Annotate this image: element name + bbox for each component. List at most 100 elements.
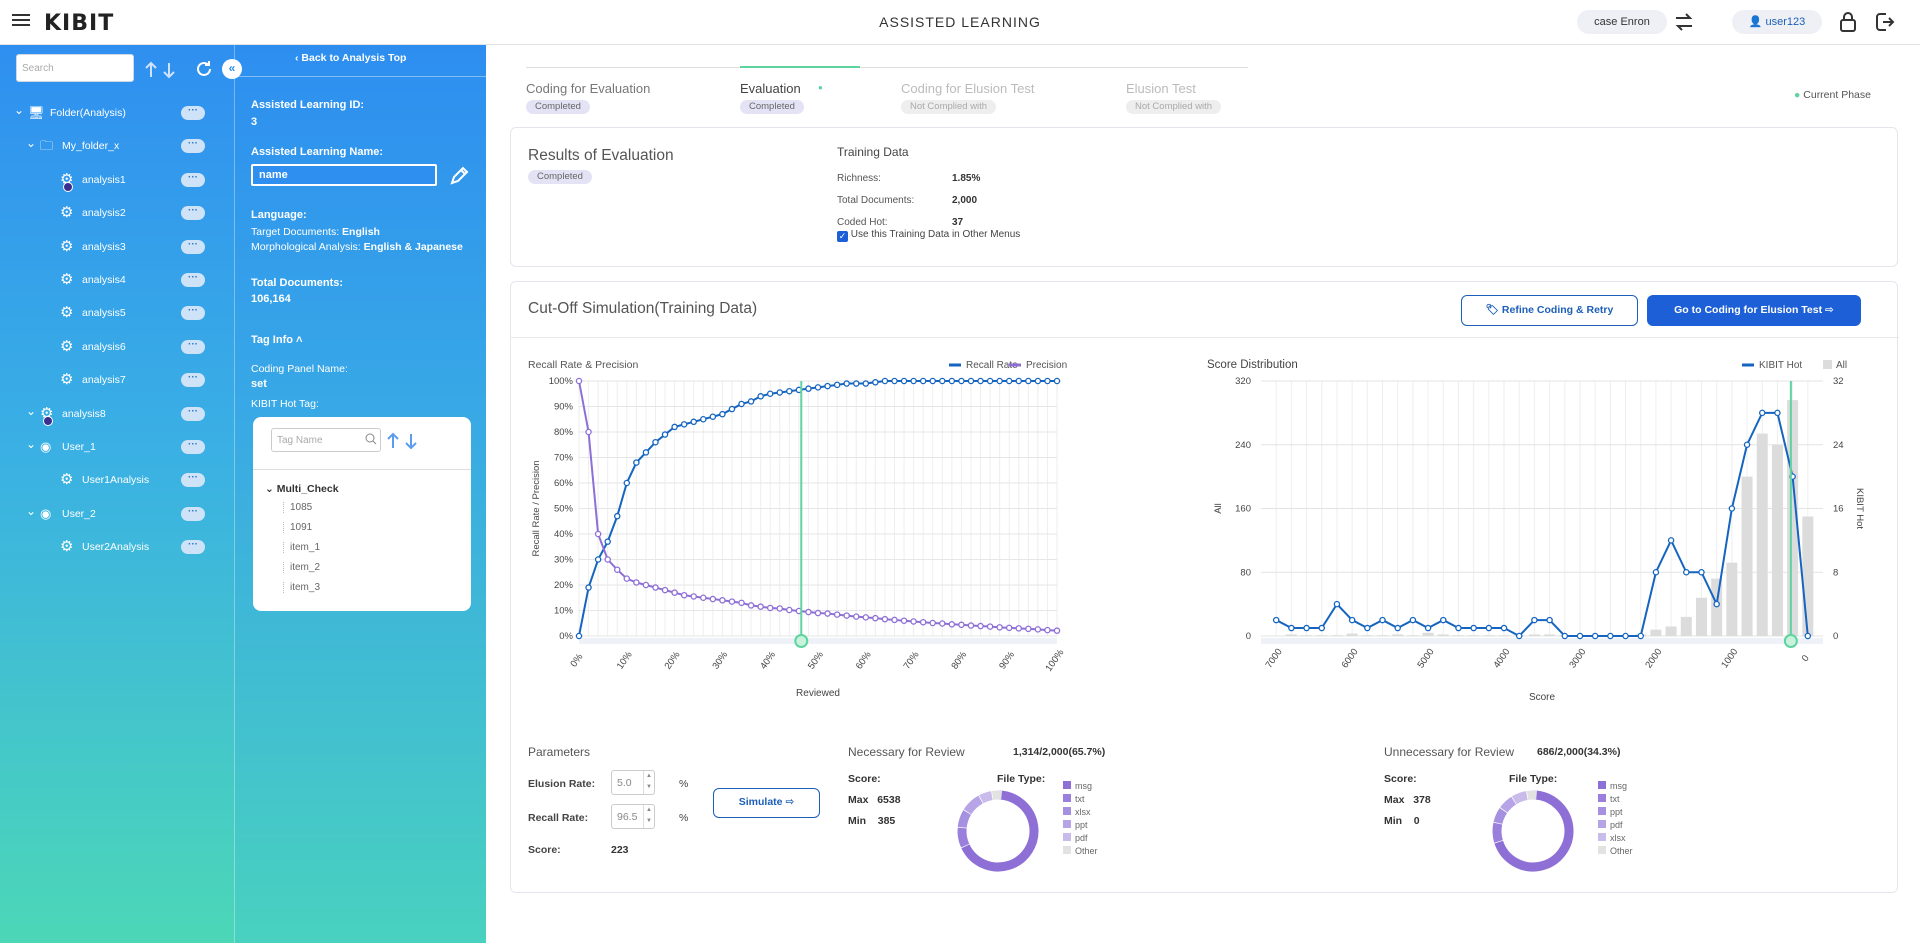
back-to-analysis-link[interactable]: ‹ Back to Analysis Top (295, 52, 406, 64)
hamburger-menu-icon[interactable] (12, 11, 30, 27)
coding-panel-value: set (251, 378, 267, 390)
refine-coding-button[interactable]: 🏷 Refine Coding & Retry (1461, 295, 1638, 326)
more-options-button[interactable]: ··· (181, 106, 205, 120)
user-menu[interactable]: 👤 user123 (1732, 10, 1822, 34)
go-to-elusion-coding-button[interactable]: Go to Coding for Elusion Test ⇨ (1647, 295, 1861, 326)
tree-node-label: My_folder_x (62, 140, 120, 153)
swap-icon[interactable] (1672, 10, 1696, 34)
user-icon: 👤 (1748, 16, 1766, 28)
chevron-down-icon[interactable]: ⌄ (26, 503, 37, 518)
more-options-button[interactable]: ··· (181, 139, 205, 154)
donut-slice[interactable] (961, 790, 1039, 872)
tree-node[interactable]: ⚙ analysis3 ··· (0, 235, 234, 259)
simulate-button[interactable]: Simulate ⇨ (713, 788, 820, 818)
tree-node[interactable]: ⌄ 🖥 Folder(Analysis) ··· (0, 101, 234, 125)
tag-search-input[interactable]: Tag Name (271, 428, 381, 452)
chevron-left-icon: ‹ (295, 52, 302, 64)
donut-slice[interactable] (957, 827, 970, 848)
more-options-button[interactable]: ··· (181, 540, 205, 555)
edit-pencil-icon[interactable] (449, 166, 469, 186)
legend-label[interactable]: Precision (1026, 360, 1067, 371)
donut-slice[interactable] (957, 810, 972, 828)
tag-item[interactable]: item_3 (283, 582, 320, 593)
tree-node[interactable]: ⌄ ◉ User_2 ··· (0, 502, 234, 526)
tree-node[interactable]: ⌄ ◉ User_1 ··· (0, 435, 234, 459)
more-options-button[interactable]: ··· (181, 306, 205, 321)
training-value: 37 (952, 217, 964, 228)
x-tick-label: 30% (710, 649, 730, 671)
tree-node[interactable]: ⌄ ⚙ analysis8 ··· (0, 402, 234, 426)
tree-node[interactable]: ⚙ analysis6 ··· (0, 335, 234, 359)
tag-item[interactable]: item_1 (283, 542, 320, 553)
tree-node[interactable]: ⌄ 🗀 My_folder_x ··· (0, 134, 234, 158)
tag-item[interactable]: 1091 (283, 522, 312, 533)
histogram-bar (1422, 632, 1434, 636)
tree-node[interactable]: ⚙ analysis4 ··· (0, 268, 234, 292)
legend-label[interactable]: Recall Rate (966, 360, 1018, 371)
use-training-data-checkbox[interactable]: ✓ Use this Training Data in Other Menus (837, 229, 1021, 242)
donut-slice[interactable] (979, 791, 993, 804)
legend-swatch (1598, 781, 1606, 789)
legend-label: pdf (1075, 833, 1088, 843)
phase-step[interactable]: Coding for Evaluation Completed (526, 81, 650, 114)
more-options-button[interactable]: ··· (181, 406, 205, 421)
tag-item[interactable]: item_2 (283, 562, 320, 573)
tag-group-multi-check[interactable]: ⌄ Multi_Check (265, 483, 339, 495)
tree-node[interactable]: ⚙ analysis1 ··· (0, 168, 234, 192)
tree-node[interactable]: ⚙ analysis5 ··· (0, 301, 234, 325)
x-tick-label: 3000 (1567, 647, 1588, 671)
phase-step[interactable]: Elusion Test Not Complied with (1126, 81, 1222, 114)
collapse-sidebar-button[interactable]: « (222, 59, 242, 79)
chevron-down-icon[interactable]: ⌄ (26, 437, 37, 451)
tree-node[interactable]: ⚙ User2Analysis ··· (0, 535, 234, 559)
zoom-slider-track[interactable] (579, 638, 1057, 644)
more-options-button[interactable]: ··· (181, 440, 205, 454)
more-options-button[interactable]: ··· (181, 239, 205, 254)
chevron-down-icon[interactable]: ⌄ (26, 136, 37, 151)
sidebar-search-input[interactable]: Search (16, 54, 134, 82)
donut-slice[interactable] (1493, 807, 1508, 825)
legend-label[interactable]: KIBIT Hot (1759, 360, 1802, 371)
tag-item[interactable]: 1085 (283, 502, 312, 513)
phase-step[interactable]: Coding for Elusion Test Not Complied with (901, 81, 1034, 114)
chevron-down-icon[interactable]: ⌄ (26, 403, 37, 418)
name-input[interactable] (251, 164, 437, 186)
recall-rate-input[interactable]: 96.5 ▲ ▼ (611, 804, 655, 829)
cutoff-handle[interactable] (794, 634, 809, 648)
tree-node[interactable]: ⚙ User1Analysis ··· (0, 468, 234, 492)
donut-slice[interactable] (1511, 791, 1528, 805)
y-tick-label: 50% (554, 504, 574, 515)
more-options-button[interactable]: ··· (181, 172, 205, 187)
hot-tag-label: KIBIT Hot Tag: (251, 398, 319, 410)
data-point (1485, 624, 1493, 632)
analysis-info-panel: ‹ Back to Analysis Top Assisted Learning… (234, 45, 487, 943)
cutoff-handle[interactable] (1783, 634, 1798, 648)
tag-info-toggle[interactable]: Tag Info ˄ (251, 334, 303, 346)
zoom-slider-track[interactable] (1261, 638, 1823, 644)
tree-node[interactable]: ⚙ analysis7 ··· (0, 368, 234, 392)
data-point (1804, 632, 1812, 640)
sort-arrows-icon[interactable] (387, 432, 423, 450)
donut-slice[interactable] (963, 795, 983, 815)
histogram-bar (1726, 562, 1738, 636)
more-options-button[interactable]: ··· (181, 473, 205, 488)
tree-node[interactable]: ⚙ analysis2 ··· (0, 201, 234, 225)
more-options-button[interactable]: ··· (181, 506, 205, 521)
elusion-rate-input[interactable]: 5.0 ▲ ▼ (611, 770, 655, 795)
sort-arrows-icon[interactable] (145, 61, 181, 79)
logout-icon[interactable] (1872, 10, 1896, 34)
more-options-button[interactable]: ··· (181, 373, 205, 388)
refresh-icon[interactable] (194, 59, 214, 79)
chevron-down-icon[interactable]: ⌄ (14, 103, 25, 117)
donut-slice[interactable] (1494, 790, 1574, 872)
more-options-button[interactable]: ··· (181, 206, 205, 221)
more-options-button[interactable]: ··· (181, 273, 205, 287)
data-point (852, 613, 860, 620)
case-selector[interactable]: case Enron (1577, 10, 1667, 34)
lock-icon[interactable] (1836, 10, 1860, 34)
more-options-button[interactable]: ··· (181, 339, 205, 354)
donut-slice[interactable] (1500, 796, 1517, 813)
donut-slice[interactable] (1492, 822, 1503, 843)
phase-step[interactable]: Evaluation ● Completed (740, 81, 823, 114)
legend-label[interactable]: All (1836, 360, 1847, 371)
